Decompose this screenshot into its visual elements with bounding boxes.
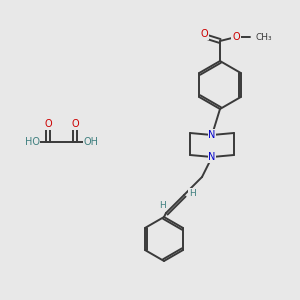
Text: N: N <box>208 130 216 140</box>
Text: N: N <box>208 152 216 162</box>
Text: O: O <box>200 29 208 39</box>
Text: O: O <box>44 119 52 129</box>
Text: H: H <box>159 200 165 209</box>
Text: H: H <box>189 188 195 197</box>
Text: CH₃: CH₃ <box>256 32 273 41</box>
Text: O: O <box>232 32 240 42</box>
Text: HO: HO <box>25 137 40 147</box>
Text: O: O <box>71 119 79 129</box>
Text: OH: OH <box>83 137 98 147</box>
